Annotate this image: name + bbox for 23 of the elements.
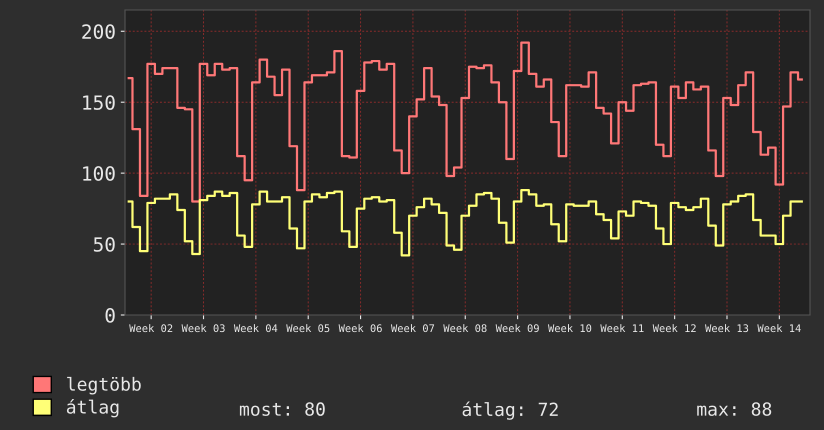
x-tick-label: Week 09 <box>496 324 539 332</box>
legend-label: legtöbb <box>67 376 141 395</box>
y-tick-label: 150 <box>83 95 115 110</box>
x-tick-label: Week 12 <box>652 324 696 332</box>
x-tick-label: Week 07 <box>390 324 434 332</box>
text: most: 80 <box>240 402 325 416</box>
text: átlag: 72 <box>462 401 558 420</box>
legend-label: átlag <box>66 399 118 418</box>
y-tick-label: 100 <box>83 166 115 181</box>
x-tick-label: Week 10 <box>548 324 592 332</box>
text: max: 88 <box>697 402 772 416</box>
x-tick-label: Week 03 <box>182 324 225 332</box>
y-tick-label: 200 <box>82 24 115 39</box>
x-tick-label: Week 04 <box>234 324 278 332</box>
x-tick-label: Week 02 <box>129 324 172 332</box>
x-tick-label: Week 13 <box>705 324 748 332</box>
y-tick-label: 50 <box>94 237 115 252</box>
x-tick-label: Week 06 <box>338 324 382 332</box>
x-tick-label: Week 11 <box>600 324 644 332</box>
x-tick-label: Week 08 <box>443 324 487 332</box>
x-tick-label: Week 14 <box>757 324 801 332</box>
y-tick-label: 0 <box>106 308 115 323</box>
x-tick-label: Week 05 <box>286 324 330 332</box>
